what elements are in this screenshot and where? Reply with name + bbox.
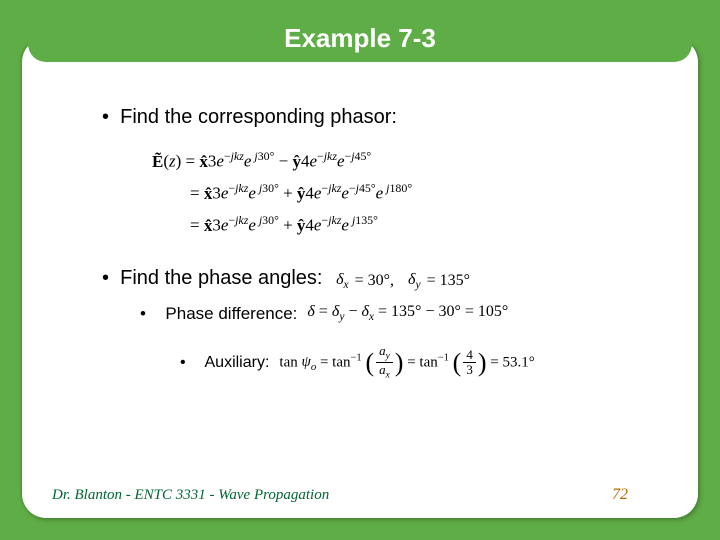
slide-title: Example 7-3 (284, 23, 436, 54)
bullet-text: Auxiliary: (205, 354, 270, 372)
footer-author: Dr. Blanton - ENTC 3331 - Wave Propagati… (52, 487, 329, 504)
phasor-equation-block: Ẽ(z) = x̂3e−jkze j30° − ŷ4e−jkze−j45° = … (152, 145, 668, 241)
phase-difference-eq: δ = δy − δx = 135° − 30° = 105° (307, 303, 508, 323)
bullet-text: Find the phase angles: (120, 267, 322, 289)
bullet-phase-difference: • Phase difference: δ = δy − δx = 135° −… (140, 303, 668, 323)
bullet-find-phasor: • Find the corresponding phasor: (102, 106, 668, 129)
auxiliary-eq: tan ψo = tan−1 ( ayax ) = tan−1 ( 43 ) =… (279, 344, 534, 382)
bullet-find-angles: • Find the phase angles: δx = 30°, δy = … (102, 267, 668, 291)
content-card: • Find the corresponding phasor: Ẽ(z) = … (22, 38, 698, 518)
phasor-eq-line1: Ẽ(z) = x̂3e−jkze j30° − ŷ4e−jkze−j45° (152, 145, 668, 177)
footer: Dr. Blanton - ENTC 3331 - Wave Propagati… (52, 486, 668, 504)
angles-values: δx = 30°, δy = 135° (336, 271, 470, 291)
bullet-auxiliary: • Auxiliary: tan ψo = tan−1 ( ayax ) = t… (180, 344, 668, 382)
bullet-text: Phase difference: (165, 304, 297, 324)
footer-page-number: 72 (612, 486, 628, 504)
bullet-text: Find the corresponding phasor: (120, 106, 397, 128)
title-bar: Example 7-3 (28, 14, 692, 62)
phasor-eq-line2: = x̂3e−jkze j30° + ŷ4e−jkze−j45°e j180° (190, 177, 668, 209)
phasor-eq-line3: = x̂3e−jkze j30° + ŷ4e−jkze j135° (190, 209, 668, 241)
